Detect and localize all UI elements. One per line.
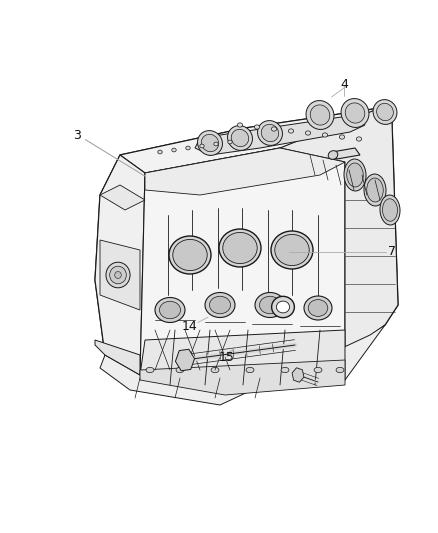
Ellipse shape bbox=[254, 125, 260, 129]
Ellipse shape bbox=[275, 235, 309, 265]
Ellipse shape bbox=[219, 229, 261, 267]
Ellipse shape bbox=[305, 131, 311, 135]
Text: 3: 3 bbox=[73, 130, 81, 142]
Ellipse shape bbox=[200, 144, 204, 148]
Ellipse shape bbox=[261, 124, 279, 142]
Polygon shape bbox=[100, 185, 145, 210]
Text: 7: 7 bbox=[388, 245, 396, 258]
Ellipse shape bbox=[345, 103, 365, 123]
Ellipse shape bbox=[115, 271, 121, 278]
Ellipse shape bbox=[169, 236, 211, 274]
Ellipse shape bbox=[380, 195, 400, 225]
Text: 4: 4 bbox=[340, 78, 348, 91]
Text: 15: 15 bbox=[219, 351, 235, 364]
Ellipse shape bbox=[176, 367, 184, 373]
Polygon shape bbox=[140, 360, 345, 395]
Ellipse shape bbox=[336, 367, 344, 373]
Ellipse shape bbox=[373, 100, 397, 124]
Polygon shape bbox=[140, 148, 345, 390]
Ellipse shape bbox=[288, 129, 293, 133]
Ellipse shape bbox=[304, 296, 332, 320]
Ellipse shape bbox=[205, 293, 235, 318]
Ellipse shape bbox=[201, 134, 219, 152]
Ellipse shape bbox=[306, 101, 334, 130]
Ellipse shape bbox=[228, 126, 252, 150]
Polygon shape bbox=[95, 155, 145, 375]
Ellipse shape bbox=[314, 367, 322, 373]
Ellipse shape bbox=[322, 133, 328, 137]
Polygon shape bbox=[292, 368, 304, 382]
Polygon shape bbox=[100, 240, 140, 310]
Ellipse shape bbox=[172, 148, 176, 152]
Ellipse shape bbox=[231, 130, 249, 147]
Ellipse shape bbox=[367, 178, 383, 202]
Ellipse shape bbox=[310, 105, 330, 125]
Ellipse shape bbox=[106, 262, 130, 288]
Ellipse shape bbox=[186, 146, 190, 150]
Polygon shape bbox=[195, 115, 365, 155]
Ellipse shape bbox=[344, 159, 366, 191]
Ellipse shape bbox=[211, 367, 219, 373]
Ellipse shape bbox=[173, 239, 207, 271]
Polygon shape bbox=[140, 330, 345, 390]
Ellipse shape bbox=[272, 296, 294, 318]
Ellipse shape bbox=[110, 266, 126, 284]
Ellipse shape bbox=[155, 297, 185, 322]
Ellipse shape bbox=[214, 142, 218, 146]
Polygon shape bbox=[120, 108, 392, 173]
Ellipse shape bbox=[281, 367, 289, 373]
Text: 14: 14 bbox=[181, 320, 197, 333]
Ellipse shape bbox=[271, 231, 313, 269]
Ellipse shape bbox=[209, 296, 230, 314]
Ellipse shape bbox=[255, 293, 285, 318]
Ellipse shape bbox=[258, 120, 283, 146]
Polygon shape bbox=[145, 148, 345, 195]
Ellipse shape bbox=[276, 301, 290, 313]
Ellipse shape bbox=[237, 123, 243, 127]
Ellipse shape bbox=[223, 232, 257, 264]
Polygon shape bbox=[280, 108, 398, 355]
Ellipse shape bbox=[158, 150, 162, 154]
Ellipse shape bbox=[357, 137, 362, 141]
Ellipse shape bbox=[341, 99, 369, 127]
Polygon shape bbox=[95, 340, 140, 375]
Ellipse shape bbox=[347, 163, 363, 187]
Ellipse shape bbox=[377, 103, 393, 120]
Polygon shape bbox=[332, 148, 360, 159]
Ellipse shape bbox=[246, 367, 254, 373]
Ellipse shape bbox=[159, 301, 180, 319]
Ellipse shape bbox=[272, 127, 277, 131]
Ellipse shape bbox=[328, 151, 338, 159]
Ellipse shape bbox=[308, 300, 328, 317]
Ellipse shape bbox=[228, 140, 232, 144]
Ellipse shape bbox=[146, 367, 154, 373]
Ellipse shape bbox=[339, 135, 345, 139]
Ellipse shape bbox=[382, 199, 398, 221]
Ellipse shape bbox=[364, 174, 386, 206]
Polygon shape bbox=[176, 349, 194, 371]
Polygon shape bbox=[95, 108, 398, 390]
Ellipse shape bbox=[259, 296, 280, 314]
Polygon shape bbox=[100, 325, 385, 405]
Ellipse shape bbox=[198, 131, 223, 156]
